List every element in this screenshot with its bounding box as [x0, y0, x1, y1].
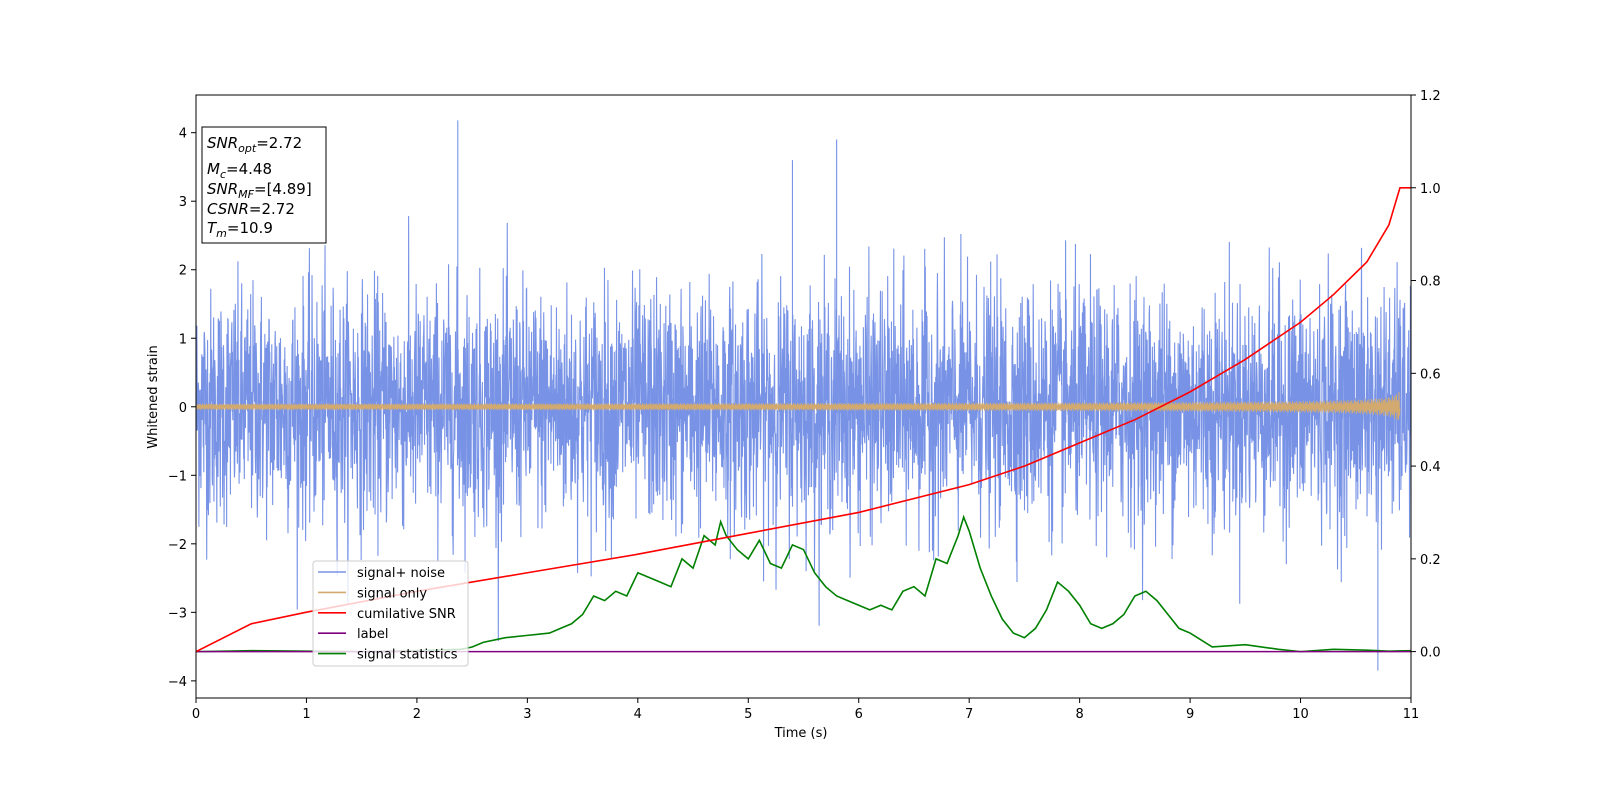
legend: signal+ noise signal only cumilative SNR la… [312, 560, 469, 667]
x-tick-label: 10 [1292, 707, 1309, 722]
legend-frame [312, 560, 469, 667]
left-y-tick-label: 0 [179, 401, 187, 416]
right-y-tick-label: 0.8 [1420, 275, 1441, 290]
left-y-tick-label: 1 [179, 332, 187, 347]
info-box-frame [201, 126, 327, 244]
x-tick-label: 6 [855, 707, 863, 722]
signal-plus-noise-series [196, 120, 1411, 671]
info-mc: Mc=4.48 [207, 160, 272, 181]
left-y-tick-label: −2 [168, 538, 187, 553]
right-y-tick-label: 0.6 [1420, 367, 1441, 382]
info-tm: Tm=10.9 [207, 219, 273, 240]
x-tick-label: 8 [1075, 707, 1083, 722]
legend-label: label [357, 627, 388, 642]
left-y-tick-label: −3 [168, 606, 187, 621]
info-csnr: CSNR=2.72 [207, 200, 295, 218]
x-axis: 0 1 2 3 4 5 6 7 8 9 10 11 [192, 698, 1419, 722]
signal-statistics-series [196, 514, 1411, 653]
left-y-tick-label: 3 [179, 195, 187, 210]
x-tick-label: 7 [965, 707, 973, 722]
legend-label: signal statistics [357, 648, 458, 663]
signal-only-series [196, 391, 1401, 420]
x-tick-label: 0 [192, 707, 200, 722]
info-box: SNRopt=2.72 Mc=4.48 SNRMF=[4.89] CSNR=2.… [201, 126, 327, 244]
left-y-tick-label: −1 [168, 469, 187, 484]
x-tick-label: 11 [1403, 707, 1420, 722]
x-tick-label: 3 [523, 707, 531, 722]
legend-label: signal only [357, 586, 427, 601]
left-y-tick-label: 4 [179, 127, 187, 142]
x-tick-label: 1 [302, 707, 310, 722]
x-tick-label: 9 [1186, 707, 1194, 722]
right-y-tick-label: 0.4 [1420, 460, 1441, 475]
right-y-tick-label: 1.0 [1420, 182, 1441, 197]
left-y-axis: −4 −3 −2 −1 0 1 2 3 4 [168, 127, 196, 690]
info-snr-mf: SNRMF=[4.89] [207, 180, 312, 201]
x-tick-label: 5 [744, 707, 752, 722]
legend-label: signal+ noise [357, 566, 445, 581]
x-tick-label: 2 [413, 707, 421, 722]
legend-label: cumilative SNR [357, 607, 456, 622]
x-axis-label: Time (s) [774, 726, 828, 741]
right-y-tick-label: 1.2 [1420, 89, 1441, 104]
right-y-tick-label: 0.0 [1420, 646, 1441, 661]
plot-frame [195, 94, 1412, 699]
left-y-tick-label: 2 [179, 264, 187, 279]
right-y-tick-label: 0.2 [1420, 553, 1441, 568]
x-tick-label: 4 [634, 707, 642, 722]
y-axis-label: Whitened strain [146, 345, 161, 448]
info-snr-opt: SNRopt=2.72 [207, 134, 302, 155]
right-y-axis: 0.0 0.2 0.4 0.6 0.8 1.0 1.2 [1411, 89, 1441, 661]
left-y-tick-label: −4 [168, 675, 187, 690]
